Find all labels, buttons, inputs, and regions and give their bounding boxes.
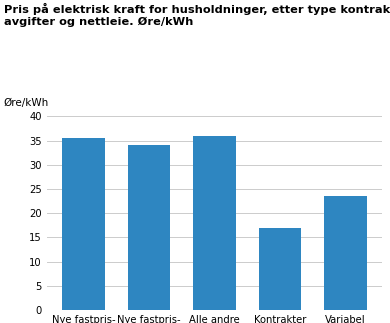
- Bar: [62, 138, 105, 310]
- Text: Pris på elektrisk kraft for husholdninger, etter type kontrakt, ekskl.
avgifter : Pris på elektrisk kraft for husholdninge…: [4, 3, 390, 27]
- Bar: [324, 196, 367, 310]
- Text: Øre/kWh: Øre/kWh: [4, 98, 49, 108]
- Bar: [128, 145, 170, 310]
- Bar: [259, 228, 301, 310]
- Bar: [193, 136, 236, 310]
